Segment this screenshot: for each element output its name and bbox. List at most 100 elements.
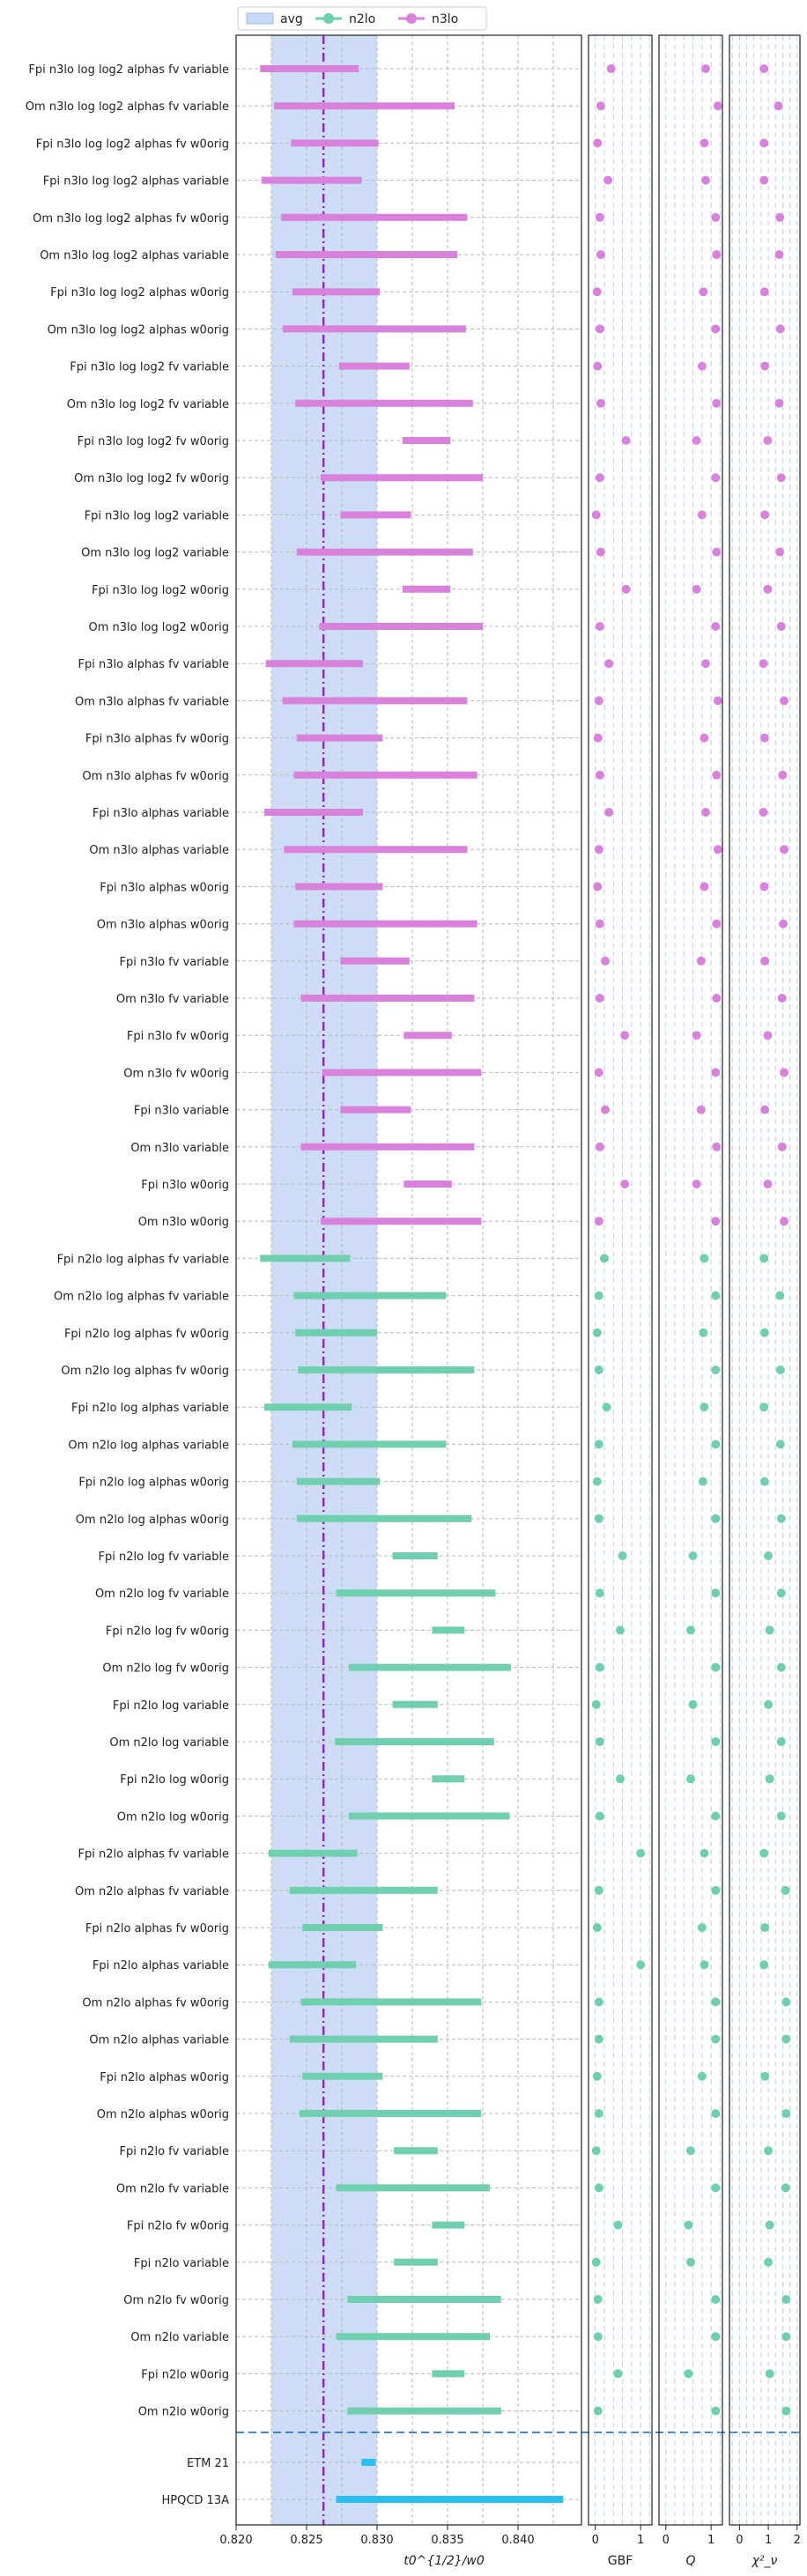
- panel-point: [699, 1328, 708, 1337]
- row-label: Om n2lo log w0orig: [117, 1810, 229, 1824]
- panel-point: [781, 1885, 790, 1895]
- panel-point: [594, 1440, 603, 1449]
- panel-point: [596, 547, 605, 557]
- panel-point: [711, 1366, 721, 1374]
- panel-point: [711, 1291, 721, 1300]
- panel-point: [760, 956, 770, 966]
- panel-point: [596, 101, 605, 111]
- panel-point: [592, 287, 602, 297]
- row-label: Fpi n3lo w0orig: [141, 1179, 229, 1192]
- panel-point: [774, 101, 783, 111]
- panel-point: [595, 212, 604, 222]
- panel-point: [591, 2257, 601, 2267]
- row-label: Fpi n3lo variable: [134, 1105, 229, 1118]
- side-panel-frame: [658, 34, 723, 2526]
- panel-xtick-label: 2: [794, 2534, 801, 2547]
- panel-point: [712, 919, 722, 929]
- panel-point: [759, 1477, 769, 1486]
- panel-point: [776, 1811, 786, 1821]
- panel-point: [711, 1514, 721, 1523]
- panel-point: [594, 2034, 603, 2044]
- panel-point: [700, 808, 710, 817]
- panel-point: [764, 1699, 774, 1709]
- row-label: Fpi n3lo log log2 fv w0orig: [78, 435, 229, 448]
- panel-point: [621, 436, 631, 445]
- panel-point: [686, 1774, 695, 1784]
- row-label: Om n2lo fv w0orig: [123, 2294, 229, 2307]
- panel-point: [759, 1328, 769, 1337]
- panel-point: [781, 2034, 791, 2044]
- row-label: Fpi n3lo log log2 variable: [85, 509, 229, 522]
- panel-point: [686, 2257, 695, 2267]
- panel-point: [759, 808, 768, 817]
- panel-point: [711, 212, 721, 222]
- panel-point: [781, 2406, 791, 2416]
- panel-point: [591, 510, 601, 520]
- panel-point: [595, 919, 604, 929]
- panel-point: [618, 1551, 627, 1560]
- panel-point: [775, 212, 785, 222]
- panel-point: [781, 1997, 791, 2007]
- panel-point: [765, 1774, 774, 1784]
- panel-point: [594, 1997, 603, 2007]
- panel-point: [780, 1217, 789, 1226]
- panel-point: [604, 808, 614, 817]
- panel-point: [776, 473, 786, 483]
- legend-swatch-avg: [246, 12, 274, 25]
- panel-point: [760, 1923, 770, 1932]
- panel-point: [696, 1105, 706, 1114]
- panel-point: [594, 2109, 603, 2118]
- row-label: Om n2lo log alphas variable: [68, 1439, 229, 1452]
- panel-point: [692, 436, 701, 445]
- row-label: Om n3lo log log2 fv w0orig: [74, 472, 229, 485]
- panel-point: [711, 1588, 721, 1598]
- panel-point: [699, 287, 708, 297]
- panel-point: [616, 1774, 625, 1784]
- panel-point: [713, 696, 722, 706]
- panel-point: [711, 2406, 721, 2416]
- panel-point: [684, 2369, 693, 2379]
- panel-point: [595, 1588, 604, 1598]
- side-panel-frame: [588, 34, 653, 2526]
- row-label: Om n2lo log variable: [109, 1736, 229, 1750]
- panel-point: [603, 175, 613, 185]
- panel-point: [620, 1031, 630, 1040]
- panel-point: [697, 1923, 707, 1932]
- panel-point: [697, 361, 707, 371]
- panel-point: [713, 101, 722, 111]
- panel-point: [594, 1885, 603, 1895]
- row-label: Fpi n2lo alphas fv w0orig: [85, 1922, 229, 1936]
- row-label: Om n2lo log alphas fv w0orig: [61, 1365, 229, 1378]
- row-label: Fpi n2lo fv variable: [119, 2145, 229, 2158]
- row-label: Om n2lo alphas fv w0orig: [82, 1996, 229, 2010]
- panel-point: [711, 1737, 721, 1746]
- panel-point: [780, 845, 789, 855]
- panel-point: [712, 398, 722, 408]
- panel-point: [763, 1031, 773, 1040]
- panel-point: [760, 2071, 770, 2081]
- panel-point: [594, 1514, 603, 1523]
- panel-point: [711, 1997, 721, 2007]
- panel-point: [711, 1068, 721, 1077]
- panel-point: [778, 770, 788, 780]
- row-label: Fpi n2lo variable: [134, 2257, 229, 2270]
- panel-point: [711, 1440, 721, 1449]
- panel-point: [688, 1551, 698, 1560]
- panel-point: [711, 2332, 721, 2342]
- panel-point: [759, 733, 769, 743]
- row-label: Om n3lo log log2 alphas w0orig: [48, 323, 229, 337]
- row-label: HPQCD 13A: [161, 2494, 229, 2507]
- panel-point: [759, 1960, 769, 1970]
- row-label: Om n2lo log alphas w0orig: [76, 1514, 229, 1527]
- panel-point: [711, 1885, 721, 1895]
- legend-box: [237, 6, 487, 31]
- panel-point: [602, 1403, 611, 1412]
- panel-point: [759, 659, 768, 669]
- panel-point: [765, 1625, 774, 1635]
- panel-point: [711, 622, 721, 631]
- row-label: Fpi n2lo alphas w0orig: [100, 2071, 229, 2084]
- legend-label: n2lo: [349, 12, 375, 26]
- row-label: Fpi n2lo log fv variable: [99, 1551, 229, 1564]
- panel-point: [596, 398, 605, 408]
- main-panel-frame: [235, 34, 582, 2526]
